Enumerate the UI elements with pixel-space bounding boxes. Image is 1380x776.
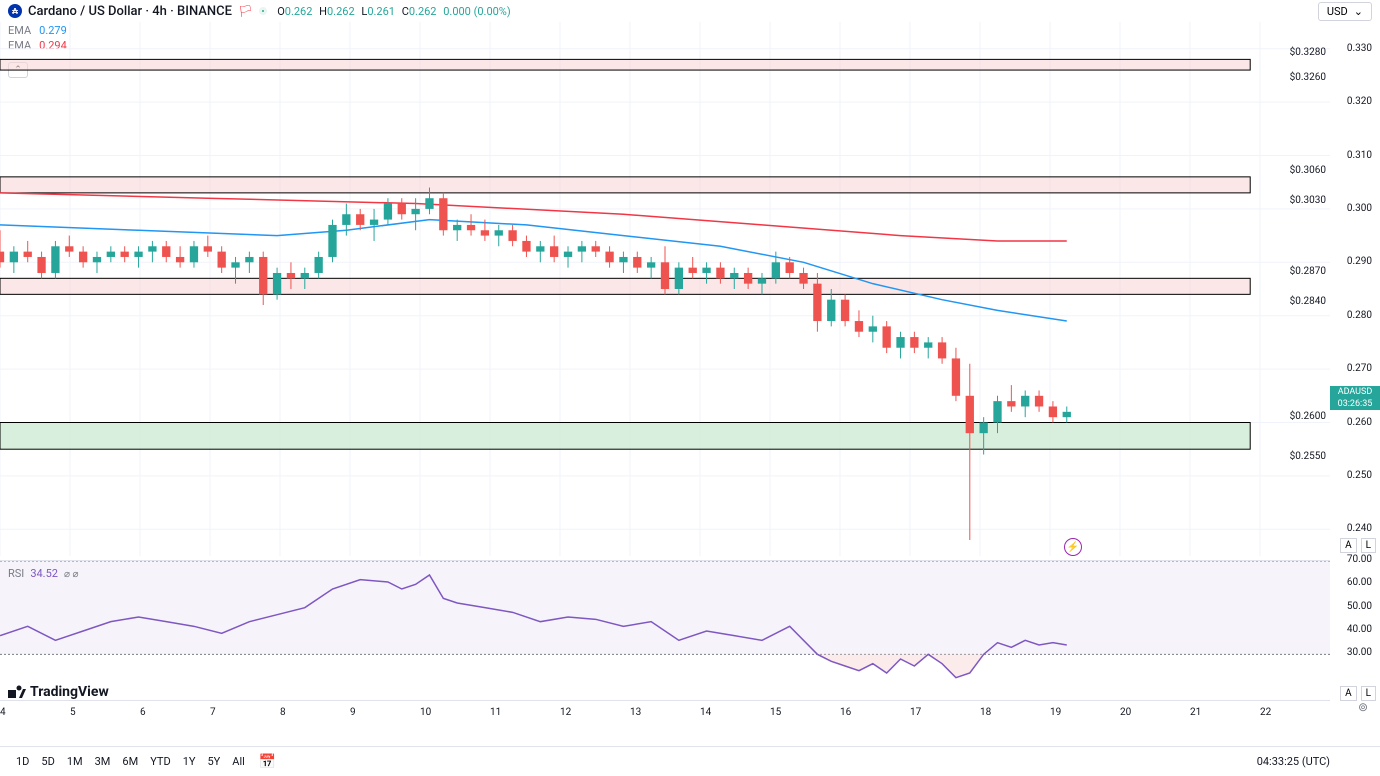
timeframe-All[interactable]: All [226, 751, 251, 772]
rsi-label: RSI34.52⌀ ⌀ [8, 567, 78, 580]
auto-log-buttons[interactable]: AL [1340, 538, 1376, 553]
timeframe-3M[interactable]: 3M [89, 751, 117, 772]
timeframe-6M[interactable]: 6M [116, 751, 144, 772]
timeframe-YTD[interactable]: YTD [144, 751, 176, 772]
pair-title[interactable]: Cardano / US Dollar · 4h · BINANCE [28, 4, 232, 19]
tradingview-logo[interactable]: TradingView [8, 684, 109, 700]
calendar-icon[interactable]: 📅 [259, 754, 276, 770]
bolt-icon[interactable]: ⚡ [1064, 538, 1082, 556]
footer-toolbar: 1D5D1M3M6MYTD1Y5YAll 📅 04:33:25 (UTC) [0, 746, 1380, 776]
price-chart[interactable] [0, 22, 1330, 556]
timeframe-5Y[interactable]: 5Y [201, 751, 226, 772]
status-dot [259, 7, 267, 15]
price-axis[interactable]: 0.3300.3200.3100.3000.2900.2800.2700.260… [1330, 22, 1380, 556]
target-icon[interactable]: ⊚ [1358, 700, 1368, 714]
cardano-icon: ₳ [8, 4, 22, 18]
rsi-panel[interactable]: RSI34.52⌀ ⌀ [0, 560, 1330, 700]
time-axis[interactable]: 45678910111213141516171819202122 [0, 700, 1330, 730]
timeframe-1Y[interactable]: 1Y [177, 751, 202, 772]
symbol-badge: ADAUSD [1330, 386, 1380, 398]
flag-icon: 🏳 [238, 4, 253, 18]
currency-selector[interactable]: USD⌄ [1318, 2, 1372, 21]
chevron-down-icon: ⌄ [1354, 5, 1363, 18]
timeframe-1D[interactable]: 1D [10, 751, 35, 772]
timeframe-5D[interactable]: 5D [35, 751, 60, 772]
countdown-badge: 03:26:35 [1330, 398, 1380, 410]
timeframe-1M[interactable]: 1M [61, 751, 89, 772]
clock: 04:33:25 (UTC) [1257, 755, 1330, 768]
rsi-axis[interactable]: 70.0060.0050.0040.0030.00 [1330, 560, 1380, 700]
ohlc: O0.262 H0.262 L0.261 C0.262 0.000 (0.00%… [273, 5, 511, 18]
